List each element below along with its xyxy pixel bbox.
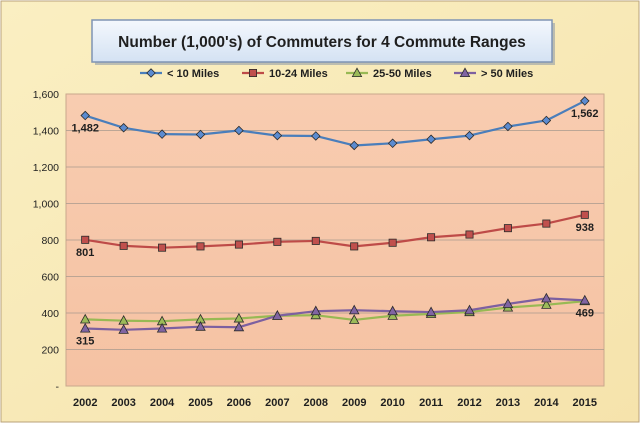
x-tick-label: 2013 (496, 397, 520, 409)
series-group (79, 96, 591, 334)
data-point (349, 140, 359, 151)
data-point (234, 125, 244, 136)
x-tick-label: 2012 (457, 397, 481, 409)
data-point (427, 233, 436, 242)
data-point (348, 304, 360, 315)
data-point (464, 130, 475, 141)
data-point (542, 219, 551, 228)
y-tick-label: 1,400 (33, 126, 59, 138)
data-labels: 1,482 1,562 801 938 315 469 (71, 108, 598, 348)
data-point (502, 298, 514, 308)
series-line (85, 213, 586, 249)
x-tick-label: 2007 (265, 397, 289, 409)
data-label: 1,562 (571, 108, 599, 120)
legend-marker (459, 67, 471, 77)
data-point (157, 129, 167, 139)
y-tick-label: 600 (41, 272, 59, 284)
data-point (233, 321, 245, 332)
data-point (503, 121, 513, 132)
data-label: 938 (576, 222, 594, 234)
data-point (425, 306, 437, 317)
data-label: 801 (76, 247, 94, 259)
data-point (311, 131, 321, 141)
data-label: 315 (76, 336, 94, 348)
data-point (580, 210, 589, 219)
data-point (118, 324, 129, 334)
data-label: 469 (576, 307, 594, 319)
gridlines (66, 130, 604, 350)
legend-label: > 50 Miles (481, 68, 533, 80)
data-point (158, 243, 167, 252)
data-point (426, 134, 436, 145)
data-point (195, 321, 206, 331)
x-tick-label: 2014 (534, 397, 559, 409)
data-point (195, 129, 206, 140)
data-point (310, 305, 322, 316)
x-tick-label: 2008 (304, 397, 328, 409)
legend-label: 25-50 Miles (373, 68, 432, 80)
x-tick-label: 2011 (419, 397, 443, 409)
x-tick-label: 2005 (188, 397, 212, 409)
data-point (311, 236, 320, 245)
data-point (81, 235, 90, 244)
y-tick-label: 800 (41, 235, 59, 247)
data-point (80, 110, 90, 121)
data-point (119, 241, 128, 250)
y-tick-label: 400 (41, 308, 59, 320)
legend-label: 10-24 Miles (269, 68, 328, 80)
data-point (388, 238, 397, 247)
data-point (541, 299, 552, 309)
y-axis: - 200 400 600 800 1,000 1,200 1,400 1,600 (33, 89, 60, 393)
data-point (465, 230, 474, 239)
chart-title: Number (1,000's) of Commuters for 4 Comm… (118, 34, 526, 51)
data-point (387, 305, 398, 316)
x-tick-label: 2010 (380, 397, 404, 409)
data-point (348, 314, 360, 324)
x-tick-label: 2009 (342, 397, 366, 409)
data-point (273, 237, 282, 246)
y-tick-label: 1,000 (33, 199, 59, 211)
x-tick-label: 2015 (573, 397, 597, 409)
data-point (272, 310, 283, 320)
data-point (387, 138, 398, 149)
data-point (579, 294, 591, 305)
data-point (234, 240, 243, 249)
x-axis: 2002 2003 2004 2005 2006 2007 2008 2009 2010 2011… (73, 397, 597, 409)
data-point (196, 242, 205, 251)
data-point (464, 304, 475, 315)
data-point (541, 292, 552, 303)
legend-marker (146, 68, 156, 78)
data-point (79, 322, 91, 333)
data-point (118, 122, 129, 133)
data-point (541, 115, 552, 126)
series-line (85, 300, 585, 323)
y-tick-label: 200 (41, 345, 59, 357)
legend-marker (248, 69, 257, 78)
x-tick-label: 2004 (150, 397, 175, 409)
x-tick-label: 2003 (111, 397, 135, 409)
x-tick-label: 2002 (73, 397, 97, 409)
data-point (580, 96, 590, 106)
y-tick-label: 1,200 (33, 162, 59, 174)
series-line (85, 297, 585, 331)
data-point (156, 322, 168, 333)
data-point (272, 130, 283, 141)
legend-marker (351, 67, 363, 77)
title-box-face (91, 19, 553, 63)
y-tick-label: 1,600 (33, 89, 59, 101)
data-label: 1,482 (71, 123, 99, 135)
data-point (503, 224, 512, 233)
y-tick-label: - (56, 381, 60, 393)
series-line (84, 99, 586, 147)
legend-label: < 10 Miles (167, 68, 219, 80)
legend: < 10 Miles 10-24 Miles 25-50 Miles > 50 Mil… (140, 67, 533, 80)
data-point (350, 242, 359, 251)
x-tick-label: 2006 (227, 397, 251, 409)
